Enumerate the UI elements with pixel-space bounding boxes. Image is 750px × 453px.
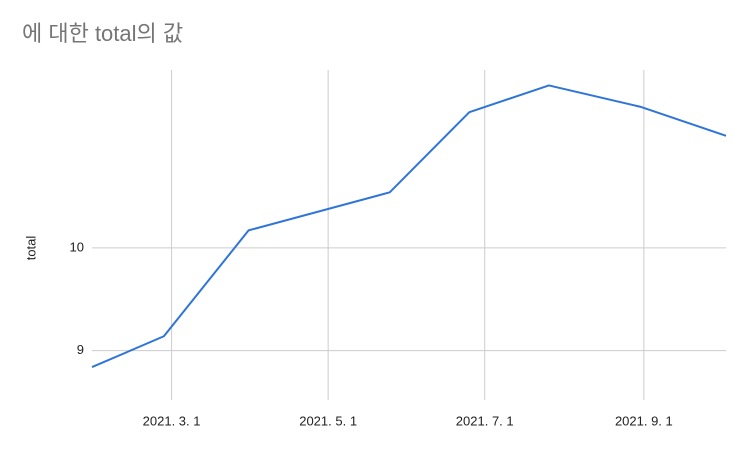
y-tick-label: 10 <box>70 239 84 254</box>
data-line <box>91 84 727 369</box>
x-tick-label: 2021. 9. 1 <box>615 413 673 428</box>
x-tick-label: 2021. 3. 1 <box>143 413 201 428</box>
chart-title: 에 대한 total의 값 <box>22 21 183 46</box>
x-tick-label: 2021. 7. 1 <box>456 413 514 428</box>
x-tick-label: 2021. 5. 1 <box>299 413 357 428</box>
y-axis-label: total <box>23 236 38 261</box>
y-tick-label: 9 <box>77 342 84 357</box>
